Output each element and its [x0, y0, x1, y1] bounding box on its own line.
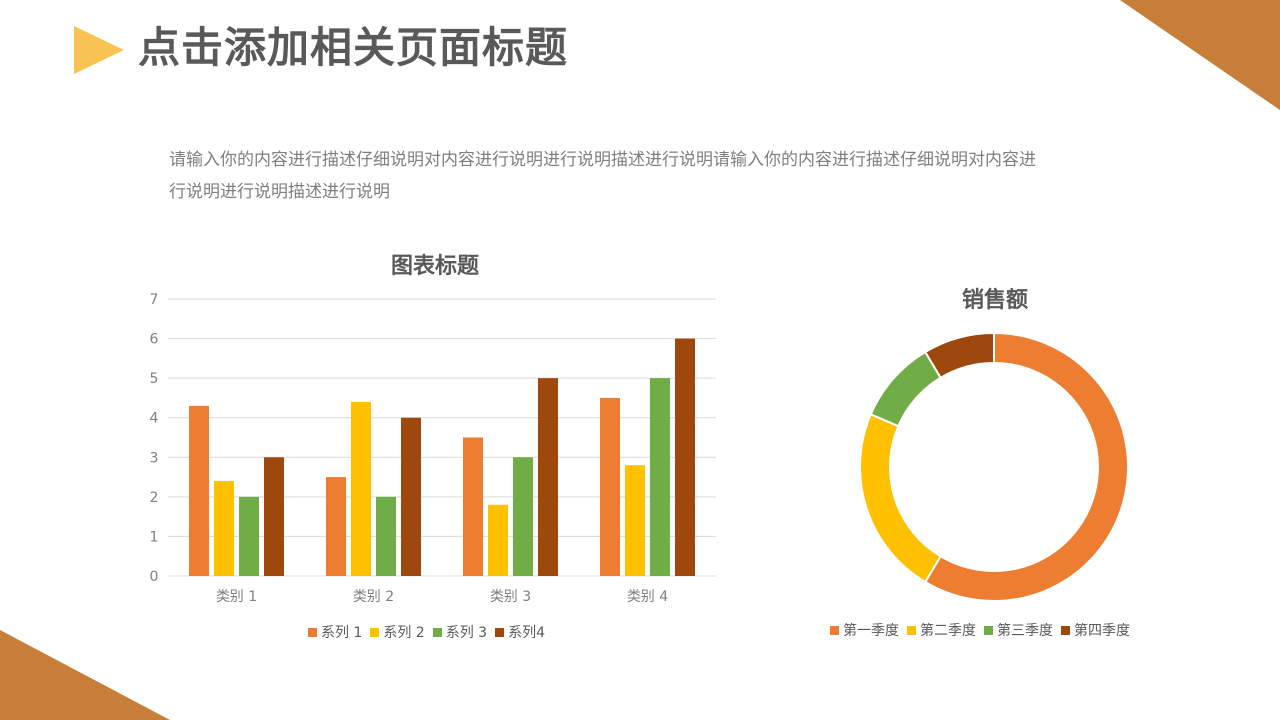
legend-label: 第一季度 — [843, 623, 899, 639]
bar[interactable] — [463, 437, 483, 577]
bar[interactable] — [488, 504, 508, 576]
bar[interactable] — [625, 465, 645, 576]
x-category-label: 类别 2 — [353, 589, 394, 605]
description-text[interactable]: 请输入你的内容进行描述仔细说明对内容进行说明进行说明描述进行说明请输入你的内容进… — [169, 150, 1036, 202]
donut-segment[interactable] — [869, 350, 943, 428]
y-tick-label: 1 — [150, 529, 159, 545]
bar[interactable] — [214, 481, 234, 576]
bar[interactable] — [351, 401, 371, 576]
x-category-label: 类别 1 — [216, 589, 257, 605]
legend-swatch-icon — [984, 625, 993, 635]
legend-item[interactable]: 系列4 — [495, 622, 545, 642]
bar[interactable] — [189, 405, 209, 576]
legend-label: 系列 3 — [445, 625, 488, 641]
corner-decoration-bottom-left — [0, 630, 170, 720]
legend-item[interactable]: 第一季度 — [830, 620, 899, 640]
bar[interactable] — [326, 477, 346, 576]
legend-label: 第二季度 — [920, 623, 976, 639]
legend-swatch-icon — [308, 627, 317, 637]
y-tick-label: 2 — [150, 490, 159, 506]
legend-item[interactable]: 第四季度 — [1061, 620, 1130, 640]
donut-chart-legend: 第一季度 第二季度 第三季度 第四季度 — [830, 620, 1130, 640]
legend-swatch-icon — [830, 625, 839, 635]
bar[interactable] — [675, 338, 695, 576]
legend-label: 系列 2 — [383, 625, 425, 641]
corner-decoration-top-right — [1120, 0, 1280, 110]
bar[interactable] — [513, 457, 533, 576]
bar-chart[interactable]: 图表标题 0 1 2 3 4 5 6 7 类别 1 类别 2 类别 3 类别 4 系列 1 系列 2 系列… — [140, 240, 730, 650]
y-tick-label: 7 — [150, 292, 159, 308]
bar-chart-legend: 系列 1 系列 2 系列 3 系列4 — [308, 622, 545, 642]
donut-segment[interactable] — [923, 331, 995, 380]
bar[interactable] — [600, 397, 620, 576]
legend-label: 第四季度 — [1074, 623, 1130, 639]
bar-chart-plot: 0 1 2 3 4 5 6 7 类别 1 类别 2 类别 3 类别 4 — [150, 292, 716, 605]
legend-swatch-icon — [907, 625, 916, 635]
legend-label: 第三季度 — [997, 623, 1053, 639]
legend-item[interactable]: 系列 3 — [432, 622, 488, 642]
y-tick-label: 6 — [150, 332, 159, 348]
y-tick-label: 0 — [150, 569, 159, 585]
legend-item[interactable]: 第二季度 — [907, 620, 976, 640]
x-category-label: 类别 4 — [627, 589, 668, 605]
bar[interactable] — [401, 417, 421, 576]
legend-swatch-icon — [495, 627, 505, 637]
legend-swatch-icon — [432, 627, 442, 637]
y-tick-label: 3 — [150, 450, 159, 466]
y-tick-label: 5 — [150, 371, 159, 387]
donut-segment[interactable] — [923, 331, 1129, 602]
y-tick-label: 4 — [150, 411, 159, 427]
legend-label: 系列4 — [508, 625, 545, 641]
legend-label: 系列 1 — [321, 625, 363, 641]
bar[interactable] — [239, 496, 259, 576]
bar[interactable] — [650, 378, 670, 576]
legend-item[interactable]: 系列 2 — [370, 622, 425, 642]
bar[interactable] — [538, 378, 558, 576]
bar[interactable] — [264, 457, 284, 576]
bar[interactable] — [376, 496, 396, 576]
legend-item[interactable]: 系列 1 — [308, 622, 362, 642]
legend-item[interactable]: 第三季度 — [984, 620, 1053, 640]
legend-swatch-icon — [1061, 625, 1070, 635]
donut-chart[interactable]: 销售额 第一季度 第二季度 第三季度 第四季度 — [830, 270, 1170, 650]
bar-chart-title: 图表标题 — [390, 254, 479, 279]
donut-chart-title: 销售额 — [961, 288, 1028, 313]
donut-chart-plot — [859, 331, 1129, 602]
donut-segment[interactable] — [859, 413, 943, 584]
x-category-label: 类别 3 — [490, 589, 531, 605]
page-title[interactable]: 点击添加相关页面标题 — [138, 23, 569, 72]
title-arrow-icon — [74, 26, 124, 74]
legend-swatch-icon — [370, 627, 380, 637]
